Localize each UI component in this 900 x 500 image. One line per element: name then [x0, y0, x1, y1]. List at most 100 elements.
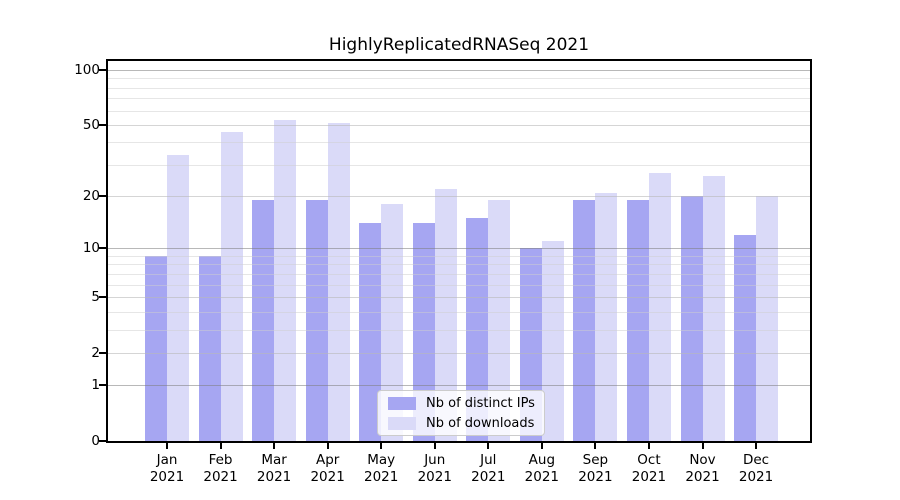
x-tick-label: May 2021: [349, 452, 413, 485]
legend-label: Nb of downloads: [426, 415, 535, 431]
bar-distinct-ips: [626, 200, 649, 441]
gridline-y-70: [108, 98, 810, 100]
x-tick-year: 2021: [578, 468, 613, 485]
x-tick-month: Jan: [156, 452, 178, 468]
x-tick-year: 2021: [685, 468, 720, 485]
bar-downloads: [434, 188, 457, 441]
x-tick-label: Feb 2021: [189, 452, 253, 485]
bar-distinct-ips: [573, 200, 596, 441]
gridline-y-4: [108, 311, 810, 313]
x-tick-mark: [273, 443, 276, 449]
gridline-y-40: [108, 142, 810, 144]
bar-downloads: [167, 155, 189, 441]
x-tick-mark: [647, 443, 650, 449]
chart-title: HighlyReplicatedRNASeq 2021: [328, 35, 590, 55]
x-tick-month: Mar: [261, 452, 287, 468]
gridline-y-90: [108, 78, 810, 80]
x-tick-year: 2021: [203, 468, 238, 485]
gridline-y-60: [108, 110, 810, 112]
bar-distinct-ips: [252, 200, 275, 441]
x-tick-mark: [540, 443, 543, 449]
gridline-y-2: [108, 352, 810, 354]
bar-downloads: [648, 173, 671, 441]
bar-downloads: [595, 192, 618, 441]
x-tick-year: 2021: [524, 468, 560, 485]
gridline-y-80: [108, 87, 810, 89]
gridline-y-30: [108, 164, 810, 166]
bar-downloads: [488, 200, 511, 441]
x-tick-mark: [433, 443, 436, 449]
x-tick-label: Oct 2021: [617, 452, 681, 485]
x-tick-label: Nov 2021: [671, 452, 735, 485]
gridline-y-5: [108, 296, 810, 298]
gridline-y-10: [108, 248, 810, 250]
x-tick-label: Mar 2021: [242, 452, 306, 485]
bar-distinct-ips: [680, 196, 703, 441]
x-tick-year: 2021: [417, 468, 452, 485]
y-tick-label: 0: [91, 433, 100, 449]
x-tick-year: 2021: [149, 468, 185, 485]
y-tick-label: 20: [82, 188, 100, 205]
x-tick-month: Aug: [528, 452, 556, 468]
bar-distinct-ips: [412, 223, 435, 441]
bar-distinct-ips: [305, 200, 328, 441]
x-tick-month: Feb: [208, 452, 233, 468]
gridline-y-20: [108, 196, 810, 198]
legend: Nb of distinct IPs Nb of downloads: [377, 390, 545, 436]
legend-item-downloads: Nb of downloads: [388, 416, 544, 431]
y-tick-mark: [99, 69, 106, 72]
bar-downloads: [756, 196, 779, 441]
x-tick-month: Sep: [582, 452, 609, 468]
legend-item-distinct-ips: Nb of distinct IPs: [388, 396, 544, 411]
x-tick-year: 2021: [471, 468, 506, 485]
x-tick-month: Jun: [424, 452, 446, 468]
bar-distinct-ips: [359, 223, 382, 441]
gridline-y-9: [108, 255, 810, 257]
x-tick-mark: [219, 443, 222, 449]
bar-downloads: [274, 120, 297, 441]
legend-swatch-downloads: [388, 416, 416, 430]
x-tick-year: 2021: [256, 468, 292, 485]
x-tick-year: 2021: [631, 468, 667, 485]
y-tick-mark: [99, 384, 106, 387]
y-tick-mark: [99, 295, 106, 298]
x-tick-label: Jun 2021: [403, 452, 467, 485]
bar-distinct-ips: [198, 255, 221, 441]
x-tick-year: 2021: [310, 468, 345, 485]
x-tick-month: Nov: [689, 452, 716, 468]
y-tick-mark: [99, 440, 106, 442]
gridline-y-100: [108, 70, 810, 72]
x-tick-mark: [487, 443, 490, 449]
x-tick-year: 2021: [364, 468, 399, 485]
gridline-y-1: [108, 385, 810, 387]
gridline-y-7: [108, 273, 810, 275]
x-tick-month: May: [367, 452, 396, 468]
gridline-y-50: [108, 124, 810, 126]
bar-downloads: [381, 204, 404, 441]
y-tick-label: 1: [91, 377, 100, 394]
gridline-y-8: [108, 264, 810, 266]
y-tick-label: 10: [82, 240, 100, 257]
x-tick-label: Jan 2021: [135, 452, 199, 485]
x-tick-label: Jul 2021: [456, 452, 520, 485]
y-tick-label: 5: [91, 288, 100, 305]
y-tick-mark: [99, 123, 106, 126]
x-tick-month: Apr: [315, 452, 340, 468]
x-tick-mark: [594, 443, 597, 449]
x-tick-mark: [326, 443, 329, 449]
x-tick-label: Aug 2021: [510, 452, 574, 485]
bar-distinct-ips: [734, 234, 757, 441]
y-tick-mark: [99, 247, 106, 250]
gridline-y-6: [108, 284, 810, 286]
legend-swatch-distinct-ips: [388, 396, 416, 410]
bar-downloads: [220, 131, 243, 441]
y-tick-label: 50: [82, 116, 100, 133]
bar-downloads: [702, 176, 725, 441]
x-tick-label: Dec 2021: [724, 452, 788, 485]
x-tick-month: Oct: [637, 452, 661, 468]
bar-downloads: [541, 241, 564, 441]
legend-label: Nb of distinct IPs: [426, 395, 535, 411]
x-tick-mark: [166, 443, 168, 449]
x-tick-mark: [701, 443, 704, 449]
